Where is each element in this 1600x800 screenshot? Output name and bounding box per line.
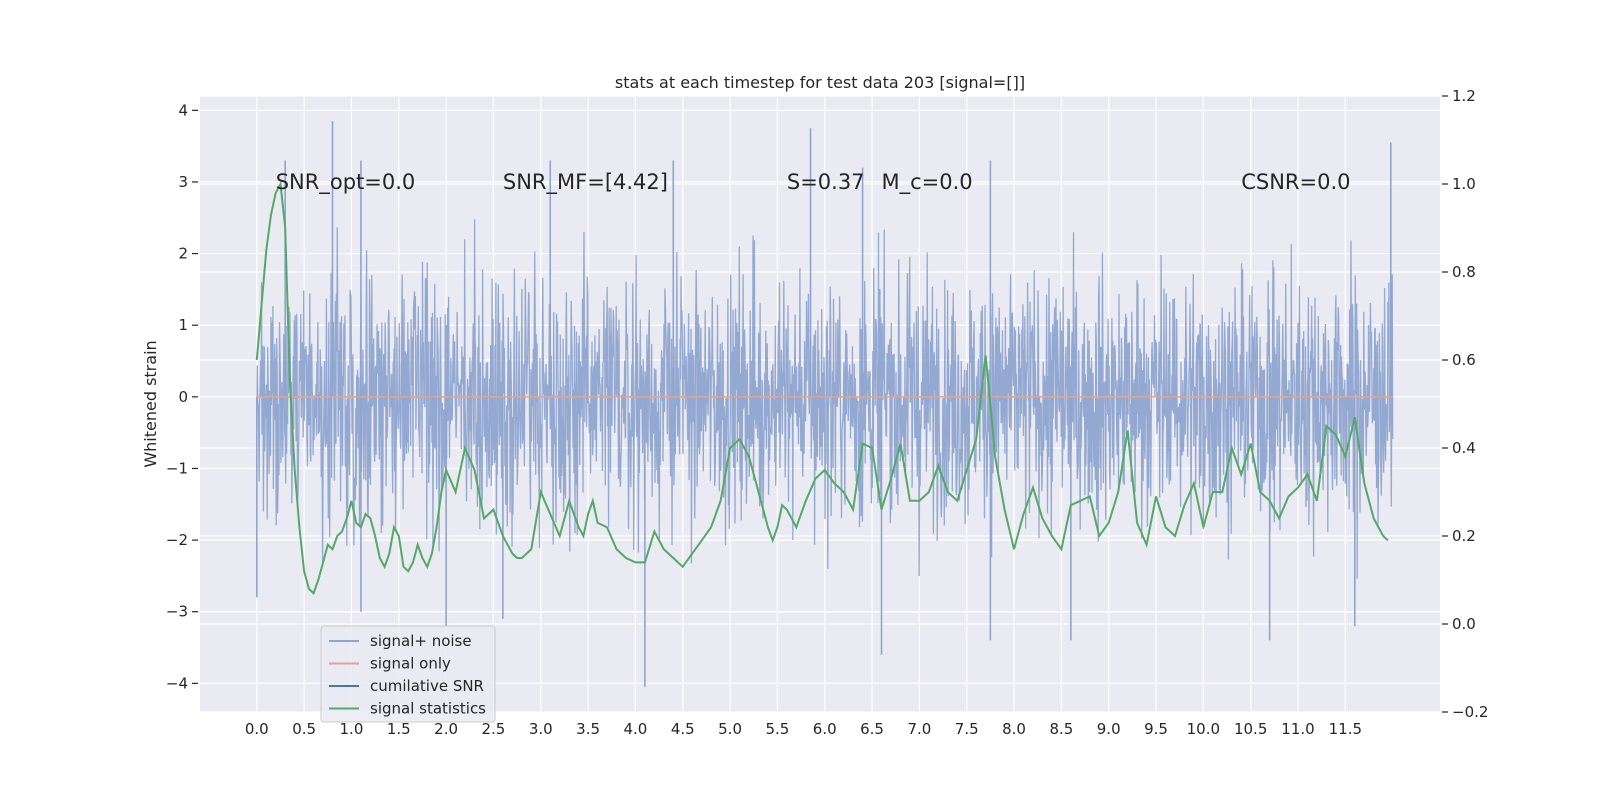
y2-tick-label: 0.2 [1452, 527, 1476, 545]
y-tick-label: 1 [178, 316, 188, 334]
annotation-snr-mf: SNR_MF=[4.42] [503, 170, 668, 195]
x-axis: 0.0 0.5 1.0 1.5 2.0 2.5 3.0 3.5 4.0 4.5 5.0 5.5 6.0 6… [245, 720, 1362, 738]
y-tick-label: 4 [178, 101, 188, 119]
x-tick-label: 9.5 [1144, 720, 1168, 738]
x-tick-label: 1.0 [340, 720, 364, 738]
x-tick-label: 10.0 [1187, 720, 1220, 738]
x-tick-label: 0.5 [292, 720, 316, 738]
y2-tick-label: −0.2 [1452, 703, 1488, 721]
y-tick-label: −3 [166, 603, 188, 621]
x-tick-label: 11.5 [1329, 720, 1362, 738]
legend-box [320, 625, 496, 723]
y2-tick-label: 0.4 [1452, 439, 1476, 457]
x-tick-label: 8.5 [1049, 720, 1073, 738]
x-tick-label: 3.5 [576, 720, 600, 738]
y2-tick-label: 0.8 [1452, 263, 1476, 281]
x-tick-label: 0.0 [245, 720, 269, 738]
x-tick-label: 5.5 [765, 720, 789, 738]
legend: signal+ noise signal only cumilative SNR si… [320, 625, 496, 723]
annotations: SNR_opt=0.0 SNR_MF=[4.42] S=0.37 M_c=0.0 CSN… [276, 170, 1351, 195]
x-tick-label: 7.0 [907, 720, 931, 738]
x-tick-label: 2.5 [482, 720, 506, 738]
annotation-s-value: S=0.37 [787, 170, 865, 194]
x-tick-label: 10.5 [1234, 720, 1267, 738]
y-tick-label: −2 [166, 531, 188, 549]
x-tick-label: 4.0 [623, 720, 647, 738]
y2-tick-label: 0.6 [1452, 351, 1476, 369]
annotation-mc-value: M_c=0.0 [882, 170, 973, 195]
y-axis-right: −0.2 0.0 0.2 0.4 0.6 0.8 1.0 1.2 [1442, 87, 1488, 721]
y-tick-label: 0 [178, 388, 188, 406]
x-tick-label: 5.0 [718, 720, 742, 738]
y2-tick-label: 1.2 [1452, 87, 1476, 105]
chart-title: stats at each timestep for test data 203… [615, 73, 1025, 92]
annotation-snr-opt: SNR_opt=0.0 [276, 170, 416, 195]
x-tick-label: 9.0 [1097, 720, 1121, 738]
signal-noise-series [255, 121, 1394, 687]
y-tick-label: 3 [178, 173, 188, 191]
y-tick-label: −4 [166, 674, 188, 692]
x-tick-label: 1.5 [387, 720, 411, 738]
y-axis-label: Whitened strain [141, 340, 160, 467]
x-tick-label: 8.0 [1002, 720, 1026, 738]
x-tick-label: 3.0 [529, 720, 553, 738]
signal-noise-trace [256, 219, 1394, 579]
y-tick-label: 2 [178, 245, 188, 263]
signal-statistics-line [255, 180, 1389, 595]
legend-label: signal only [370, 655, 451, 673]
y2-tick-label: 0.0 [1452, 615, 1476, 633]
x-tick-label: 7.5 [955, 720, 979, 738]
y2-tick-label: 1.0 [1452, 175, 1476, 193]
legend-label: cumilative SNR [370, 677, 484, 695]
signal-statistics-series [255, 180, 1389, 595]
x-tick-label: 6.5 [860, 720, 884, 738]
y-axis-left: −4 −3 −2 −1 0 1 2 3 4 [166, 101, 198, 692]
x-tick-label: 11.0 [1281, 720, 1314, 738]
legend-label: signal statistics [370, 700, 486, 718]
x-tick-label: 6.0 [813, 720, 837, 738]
annotation-csnr: CSNR=0.0 [1241, 170, 1350, 194]
legend-label: signal+ noise [370, 632, 472, 650]
x-tick-label: 2.0 [434, 720, 458, 738]
y-tick-label: −1 [166, 459, 188, 477]
x-tick-label: 4.5 [671, 720, 695, 738]
